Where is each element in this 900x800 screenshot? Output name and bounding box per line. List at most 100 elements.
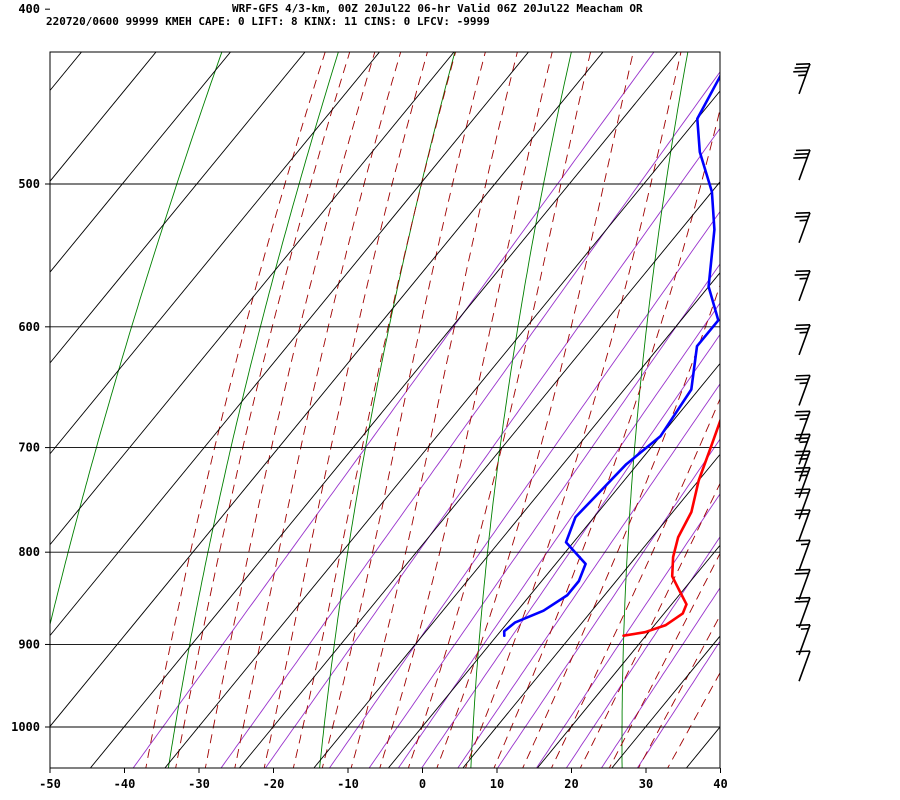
mixing-ratio-line — [132, 52, 655, 768]
isotherm-line — [611, 635, 720, 768]
x-tick-label: -30 — [188, 777, 210, 791]
wind-barb-feather — [795, 450, 811, 453]
wind-barb-feather — [794, 600, 809, 603]
x-tick-label: 20 — [564, 777, 578, 791]
wind-barb-staff — [798, 324, 811, 356]
isotherm-line — [536, 544, 720, 768]
moist-adiabat-line — [204, 52, 376, 768]
wind-barb-feather — [799, 474, 808, 477]
wind-barb-feather — [795, 466, 811, 469]
wind-barb-feather — [794, 414, 809, 417]
mixing-ratio-line — [497, 438, 720, 768]
wind-barb — [795, 539, 811, 571]
wind-barb-feather — [799, 331, 808, 334]
wind-barb — [794, 450, 811, 482]
wind-barb-feather — [795, 539, 811, 542]
dry-adiabat-line — [767, 0, 817, 773]
isotherm-line — [89, 52, 679, 768]
wind-barb — [793, 149, 811, 181]
chart-series — [502, 73, 720, 637]
wind-barb — [794, 374, 811, 406]
isotherm-line — [50, 52, 157, 182]
dry-adiabat-line — [319, 52, 456, 768]
moist-adiabat-line — [550, 397, 720, 768]
wind-barb-staff — [798, 63, 811, 95]
y-tick-label: 800 — [18, 545, 40, 559]
wind-barb-staff — [798, 540, 811, 571]
wind-barb-staff — [798, 597, 811, 629]
x-tick-label: -20 — [263, 777, 285, 791]
wind-barb — [795, 650, 811, 682]
isotherm-line — [50, 52, 232, 273]
mixing-ratio-line — [600, 587, 720, 768]
wind-barb-feather — [795, 211, 811, 215]
wind-barb-feather — [799, 457, 808, 460]
wind-barb — [793, 63, 811, 95]
moist-adiabat-line — [175, 52, 351, 768]
mixing-ratio-line — [636, 640, 720, 768]
wind-barb-feather — [800, 627, 809, 630]
isotherm-line — [387, 362, 720, 768]
moist-adiabat-line — [464, 52, 682, 768]
mixing-ratio-line — [264, 127, 720, 768]
y-tick-label: 600 — [18, 320, 40, 334]
dewpoint-line — [502, 73, 720, 637]
wind-barb-feather — [795, 410, 811, 413]
wind-barb-feather — [795, 63, 811, 66]
isotherm-line — [685, 726, 720, 768]
wind-barb-feather — [794, 66, 809, 69]
mixing-ratio-line — [328, 210, 720, 768]
wind-barb-feather — [795, 488, 811, 491]
wind-barb-feather — [795, 324, 811, 327]
mixing-ratio-line — [535, 493, 720, 768]
y-tick-label: 1000 — [11, 720, 40, 734]
wind-barb-staff — [798, 410, 811, 442]
isotherm-line — [50, 52, 306, 364]
wind-barb — [794, 211, 811, 244]
mixing-ratio-line — [421, 333, 720, 768]
wind-barb-feather — [795, 374, 811, 377]
wind-barb-feather — [795, 624, 811, 627]
x-tick-label: -10 — [337, 777, 359, 791]
wind-barb-feather — [794, 327, 809, 330]
mixing-ratio-line — [220, 71, 720, 768]
mixing-ratio-line — [457, 383, 720, 768]
moist-adiabat-line — [579, 482, 720, 768]
wind-barb-staff — [798, 509, 811, 541]
wind-barb-feather — [794, 512, 809, 516]
dry-adiabat-line — [50, 52, 223, 627]
wind-barb — [794, 269, 811, 302]
moist-adiabat-line — [407, 52, 592, 768]
x-tick-label: 30 — [639, 777, 653, 791]
moist-adiabat-line — [234, 52, 402, 768]
y-tick-label: 700 — [18, 441, 40, 455]
wind-barb-feather — [799, 277, 808, 280]
x-tick-label: 40 — [713, 777, 727, 791]
temperature-line — [622, 417, 720, 637]
wind-barb-feather — [795, 509, 811, 512]
wind-barb-feather — [793, 70, 808, 73]
chart-axes: 400 500 600 700 800 900 1000 -50 -40 -30 -20 -10 0 10… — [11, 2, 728, 791]
wind-barb-feather — [793, 156, 808, 159]
x-tick-label: -40 — [114, 777, 136, 791]
wind-barb-feather — [795, 650, 811, 653]
wind-barb — [794, 509, 811, 541]
isotherm-line — [313, 272, 720, 768]
wind-barb-feather — [794, 454, 809, 457]
x-tick-label: -50 — [39, 777, 61, 791]
wind-barb-feather — [795, 433, 811, 436]
moist-adiabat-line — [637, 614, 720, 768]
wind-barb — [794, 568, 811, 600]
wind-barb — [794, 433, 811, 465]
moist-adiabat-line — [493, 107, 720, 768]
isotherm-line — [50, 52, 381, 455]
wind-barb-feather — [794, 470, 809, 473]
wind-barb-feather — [794, 572, 809, 575]
wind-barb-feather — [799, 417, 808, 421]
wind-barb — [794, 324, 811, 356]
wind-barb-feather — [795, 596, 811, 599]
moist-adiabat-line — [608, 552, 720, 768]
mixing-ratio-line — [368, 263, 720, 768]
wind-barb-feather — [794, 273, 809, 276]
